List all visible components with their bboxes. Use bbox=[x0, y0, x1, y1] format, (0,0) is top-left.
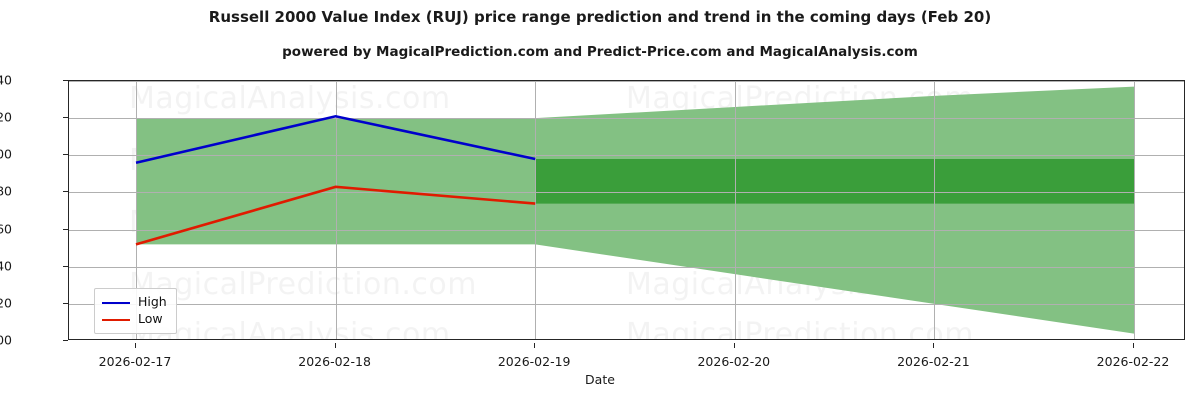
y-tick-label: 3000 bbox=[0, 146, 12, 162]
series-lines bbox=[135, 114, 536, 246]
legend-swatch-high bbox=[102, 301, 130, 304]
x-tick-label: 2026-02-19 bbox=[497, 354, 571, 369]
gridline-vertical bbox=[535, 81, 537, 339]
legend-swatch-low bbox=[102, 318, 130, 321]
gridline-horizontal bbox=[69, 266, 1184, 268]
line-low bbox=[135, 185, 536, 246]
x-tick-mark bbox=[334, 343, 336, 348]
y-tick-mark bbox=[63, 340, 68, 341]
x-tick-mark bbox=[534, 343, 536, 348]
line-high bbox=[135, 114, 536, 164]
gridline-horizontal bbox=[69, 192, 1184, 194]
y-tick-mark bbox=[63, 154, 68, 156]
y-tick-label: 2920 bbox=[0, 295, 12, 311]
y-tick-mark bbox=[63, 117, 68, 119]
legend-label-low: Low bbox=[138, 311, 163, 327]
legend-item-low[interactable]: Low bbox=[102, 311, 167, 328]
gridline-horizontal bbox=[69, 118, 1184, 120]
x-tick-label: 2026-02-18 bbox=[298, 354, 371, 369]
chart-subtitle: powered by MagicalPrediction.com and Pre… bbox=[282, 44, 918, 60]
gridline-vertical bbox=[335, 81, 337, 339]
y-tick-mark bbox=[63, 265, 68, 267]
legend-label-high: High bbox=[138, 294, 167, 310]
gridline-vertical bbox=[734, 81, 736, 339]
y-tick-label: 2980 bbox=[0, 183, 12, 199]
y-tick-mark bbox=[63, 80, 68, 81]
x-tick-mark bbox=[135, 343, 136, 348]
gridline-horizontal bbox=[69, 303, 1184, 305]
chart-legend[interactable]: High Low bbox=[94, 288, 177, 334]
plot-area: MagicalAnalysis.comMagicalPrediction.com… bbox=[68, 80, 1185, 340]
gridline-vertical bbox=[934, 81, 936, 339]
band-outer-range bbox=[136, 86, 1134, 334]
x-axis-title: Date bbox=[585, 372, 615, 387]
gridline-horizontal bbox=[69, 229, 1184, 231]
gridline-horizontal bbox=[69, 81, 1184, 82]
x-tick-mark bbox=[933, 343, 935, 348]
gridline-vertical bbox=[1134, 81, 1135, 339]
x-tick-label: 2026-02-21 bbox=[897, 354, 970, 369]
chart-title: Russell 2000 Value Index (RUJ) price ran… bbox=[208, 8, 992, 26]
legend-item-high[interactable]: High bbox=[102, 294, 167, 311]
x-tick-label: 2026-02-20 bbox=[697, 354, 771, 369]
y-tick-mark bbox=[63, 228, 68, 230]
y-tick-label: 2940 bbox=[0, 258, 12, 274]
x-tick-label: 2026-02-17 bbox=[98, 354, 172, 369]
y-tick-label: 3040 bbox=[0, 72, 12, 88]
gridline-vertical bbox=[136, 81, 137, 339]
x-tick-mark bbox=[1133, 343, 1134, 348]
y-tick-label: 2900 bbox=[0, 332, 12, 348]
y-tick-mark bbox=[63, 191, 68, 193]
y-tick-label: 3020 bbox=[0, 109, 12, 125]
gridline-horizontal bbox=[69, 155, 1184, 157]
x-axis-ticks: 2026-02-17 2026-02-18 2026-02-19 2026-02-20… bbox=[68, 343, 1185, 369]
x-tick-mark bbox=[733, 343, 735, 348]
y-tick-label: 2960 bbox=[0, 221, 12, 237]
x-tick-label: 2026-02-22 bbox=[1096, 354, 1170, 369]
y-tick-mark bbox=[63, 302, 68, 304]
